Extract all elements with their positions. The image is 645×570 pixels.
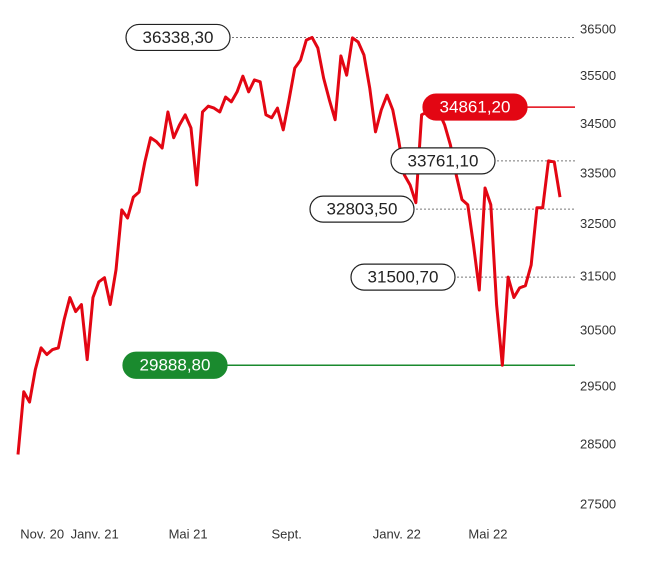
- annotation-box: [422, 93, 528, 121]
- annotation-label: 33761,10: [408, 151, 479, 170]
- x-tick-label: Sept.: [272, 526, 302, 541]
- annotation-label: 31500,70: [368, 268, 439, 287]
- y-tick-label: 27500: [580, 496, 616, 511]
- y-tick-label: 36500: [580, 21, 616, 36]
- y-tick-label: 34500: [580, 116, 616, 131]
- annotation-label: 34861,20: [440, 98, 511, 117]
- x-tick-label: Janv. 21: [71, 526, 119, 541]
- y-tick-label: 28500: [580, 437, 616, 452]
- y-tick-label: 31500: [580, 269, 616, 284]
- annotation-label: 29888,80: [140, 356, 211, 375]
- x-tick-label: Mai 22: [468, 526, 507, 541]
- annotation-box: [350, 263, 456, 291]
- line-series: [16, 35, 562, 455]
- annotation-box: [125, 23, 231, 52]
- y-tick-label: 35500: [580, 68, 616, 83]
- annotation-box: [390, 147, 496, 175]
- x-tick-label: Nov. 20: [20, 526, 64, 541]
- x-tick-label: Mai 21: [169, 526, 208, 541]
- y-tick-label: 29500: [580, 379, 616, 394]
- y-tick-label: 30500: [580, 323, 616, 338]
- annotation-box: [122, 351, 228, 379]
- y-tick-label: 33500: [580, 165, 616, 180]
- annotation-label: 32803,50: [327, 200, 398, 219]
- annotation-box: [309, 195, 415, 223]
- annotation-label: 36338,30: [143, 28, 214, 47]
- x-tick-label: Janv. 22: [373, 526, 421, 541]
- y-tick-label: 32500: [580, 216, 616, 231]
